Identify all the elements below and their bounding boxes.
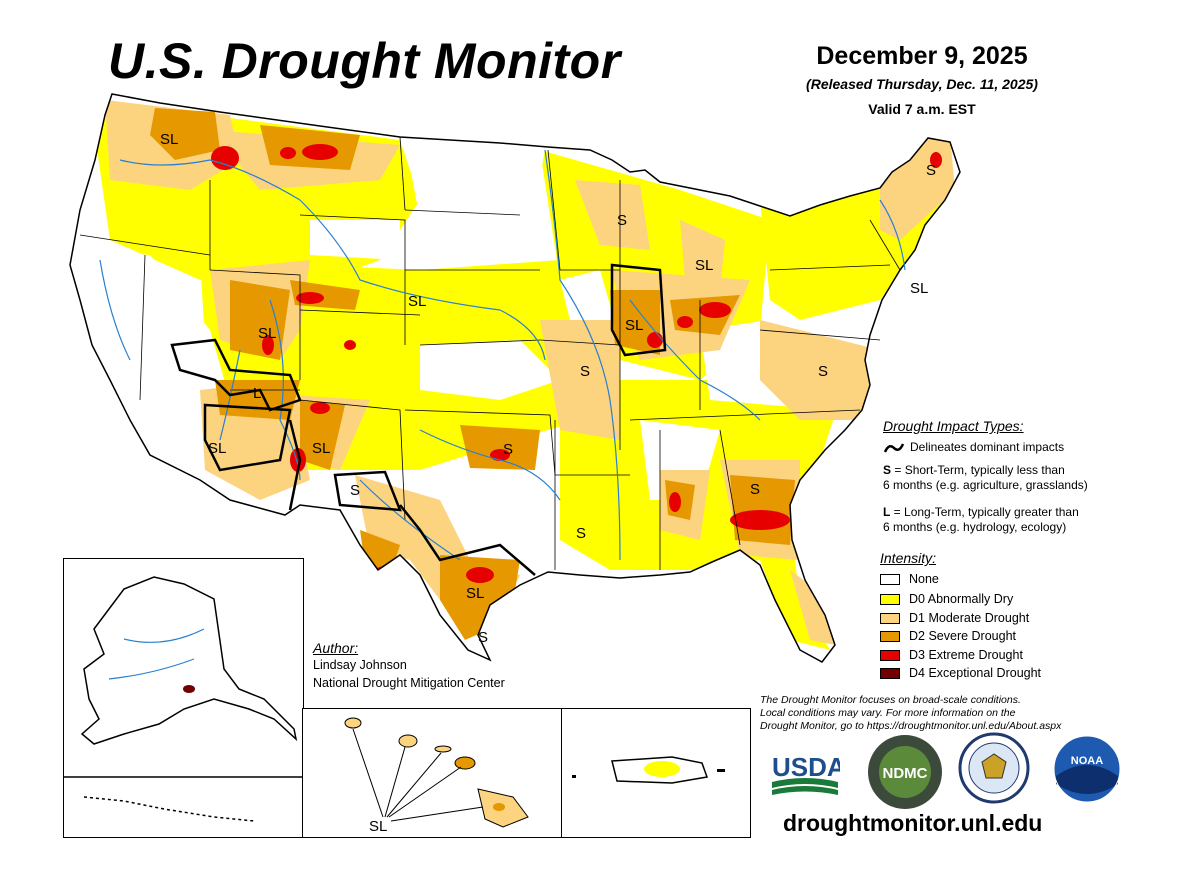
impact-legend-title: Drought Impact Types: xyxy=(883,418,1024,434)
alaska-inset xyxy=(63,558,305,838)
label-s-wi: S xyxy=(617,212,627,229)
swatch-d3 xyxy=(880,649,900,661)
author-block: Author: Lindsay Johnson National Drought… xyxy=(313,640,505,692)
disclaimer-line3: Drought Monitor, go to https://droughtmo… xyxy=(760,720,1062,732)
swatch-d0 xyxy=(880,593,900,605)
legend-d0: D0 Abnormally Dry xyxy=(880,591,1013,607)
website-url[interactable]: droughtmonitor.unl.edu xyxy=(783,810,1043,836)
ndmc-logo-text: NDMC xyxy=(883,765,928,782)
hawaii-map: SL xyxy=(344,717,529,835)
label-s-ga: S xyxy=(750,481,760,498)
delineation-line-icon xyxy=(883,442,905,453)
legend-none-label: None xyxy=(909,572,939,586)
label-sl-wy: SL xyxy=(408,293,426,310)
intensity-title: Intensity: xyxy=(880,550,937,566)
legend-d0-label: D0 Abnormally Dry xyxy=(909,592,1014,606)
state-borders xyxy=(79,136,901,570)
legend-d1-label: D1 Moderate Drought xyxy=(909,611,1030,625)
short-term-text: = Short-Term, typically less than xyxy=(891,463,1065,477)
map-title: U.S. Drought Monitor xyxy=(108,33,621,89)
delineates-row: Delineates dominant impacts xyxy=(883,440,1183,455)
legend-d4-label: D4 Exceptional Drought xyxy=(909,666,1042,680)
long-term-text: = Long-Term, typically greater than xyxy=(890,505,1079,519)
label-s-ok: S xyxy=(503,441,513,458)
legend-d2-label: D2 Severe Drought xyxy=(909,629,1017,643)
label-sl-txs: SL xyxy=(466,585,484,602)
puerto-rico-map xyxy=(572,756,725,784)
long-term-text2: 6 months (e.g. hydrology, ecology) xyxy=(883,520,1067,534)
release-date: (Released Thursday, Dec. 11, 2025) xyxy=(806,76,1038,92)
swatch-d2 xyxy=(880,630,900,642)
label-sl-pnw: SL xyxy=(160,131,178,148)
ndmc-logo: NDMC xyxy=(868,735,942,809)
usda-logo: USDA xyxy=(772,752,840,795)
rivers xyxy=(99,149,906,561)
usda-logo-text: USDA xyxy=(772,752,840,782)
label-s-mo: S xyxy=(580,363,590,380)
long-term-code: L xyxy=(883,505,891,519)
noaa-logo: NOAA xyxy=(1053,735,1121,803)
label-sl-hi: SL xyxy=(369,818,387,835)
label-s-va: S xyxy=(818,363,828,380)
alaska-map xyxy=(64,576,305,822)
noaa-logo-text: NOAA xyxy=(1071,755,1103,767)
legend-d2: D2 Severe Drought xyxy=(880,628,1016,644)
label-sl-az: SL xyxy=(208,440,226,457)
author-org: National Drought Mitigation Center xyxy=(313,676,505,690)
label-l-ut: L xyxy=(253,385,261,402)
short-term-text2: 6 months (e.g. agriculture, grasslands) xyxy=(883,478,1088,492)
impact-legend: Drought Impact Types: Delineates dominan… xyxy=(883,418,1183,535)
label-sl-ut: SL xyxy=(258,325,276,342)
short-term-code: S xyxy=(883,463,892,477)
label-sl-ny: SL xyxy=(910,280,928,297)
label-s-txw: S xyxy=(350,482,360,499)
short-term-row: S = Short-Term, typically less than 6 mo… xyxy=(883,463,1183,493)
delineates-text: Delineates dominant impacts xyxy=(910,440,1065,454)
legend-d3-label: D3 Extreme Drought xyxy=(909,648,1023,662)
impact-outlines xyxy=(170,263,667,576)
hawaii-inset: SL xyxy=(302,708,563,838)
puerto-rico-inset xyxy=(561,708,751,838)
disclaimer: The Drought Monitor focuses on broad-sca… xyxy=(760,694,1140,733)
swatch-d4 xyxy=(880,667,900,679)
label-s-me: S xyxy=(926,162,936,179)
label-sl-mi: SL xyxy=(695,257,713,274)
label-s-txtip: S xyxy=(478,629,488,646)
commerce-logo xyxy=(958,732,1030,804)
swatch-d1 xyxy=(880,612,900,624)
valid-time: Valid 7 a.m. EST xyxy=(868,101,976,117)
legend-d1: D1 Moderate Drought xyxy=(880,610,1029,626)
legend-none: None xyxy=(880,571,939,587)
author-name: Lindsay Johnson xyxy=(313,658,407,672)
disclaimer-line2: Local conditions may vary. For more info… xyxy=(760,707,1016,719)
author-title: Author: xyxy=(313,640,359,656)
disclaimer-line1: The Drought Monitor focuses on broad-sca… xyxy=(760,694,1021,706)
label-sl-il: SL xyxy=(625,317,643,334)
label-s-ar: S xyxy=(576,525,586,542)
label-sl-nm: SL xyxy=(312,440,330,457)
legend-d4: D4 Exceptional Drought xyxy=(880,665,1041,681)
drought-shading xyxy=(90,100,955,650)
map-date: December 9, 2025 xyxy=(816,42,1028,70)
swatch-none xyxy=(880,573,900,585)
long-term-row: L = Long-Term, typically greater than 6 … xyxy=(883,505,1183,535)
legend-d3: D3 Extreme Drought xyxy=(880,647,1023,663)
